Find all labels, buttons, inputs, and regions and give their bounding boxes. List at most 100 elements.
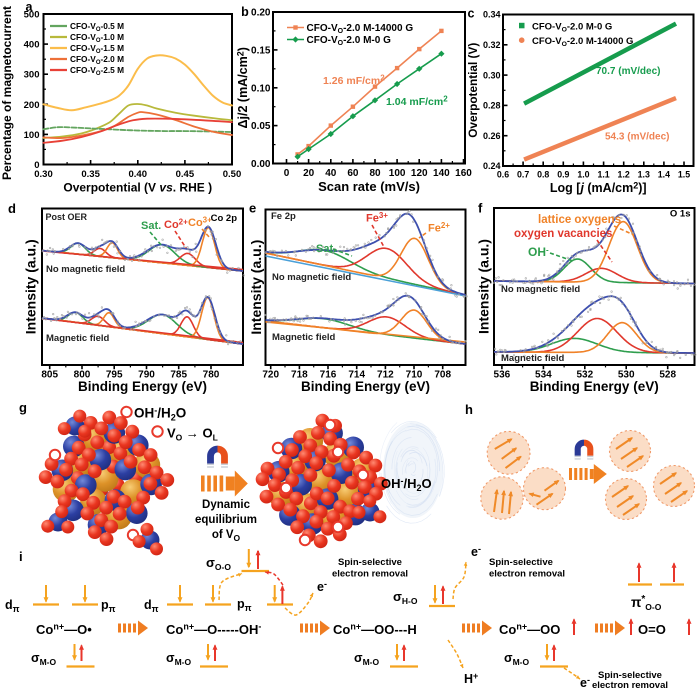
svg-text:OH-/H2O: OH-/H2O <box>381 476 432 493</box>
svg-text:0.28: 0.28 <box>483 101 501 111</box>
svg-text:0.20: 0.20 <box>251 8 271 19</box>
svg-text:1.0: 1.0 <box>577 170 589 180</box>
svg-text:e-: e- <box>580 675 590 688</box>
svg-text:60: 60 <box>347 168 359 179</box>
svg-text:CFO-VO-2.0 M-14000 G: CFO-VO-2.0 M-14000 G <box>532 36 633 48</box>
svg-text:electron removal: electron removal <box>332 569 408 580</box>
svg-text:CFO-VO-0.5 M: CFO-VO-0.5 M <box>70 21 124 33</box>
svg-text:electron removal: electron removal <box>489 569 565 580</box>
svg-text:140: 140 <box>433 168 450 179</box>
svg-text:718: 718 <box>291 370 308 381</box>
svg-text:Overpotential (V): Overpotential (V) <box>466 43 480 138</box>
svg-text:0.9: 0.9 <box>557 170 569 180</box>
svg-text:Intensity (a.u.): Intensity (a.u.) <box>248 240 264 335</box>
svg-text:CFO-VO-2.0 M-0 G: CFO-VO-2.0 M-0 G <box>532 21 612 33</box>
svg-text:Con+—O-----OH-: Con+—O-----OH- <box>166 622 261 638</box>
svg-text:Scan rate (mV/s): Scan rate (mV/s) <box>318 179 420 194</box>
svg-text:CFO-VO-1.5 M: CFO-VO-1.5 M <box>70 43 124 55</box>
svg-text:Con+—O•: Con+—O• <box>36 622 92 638</box>
svg-text:0.45: 0.45 <box>176 169 195 180</box>
svg-text:100: 100 <box>24 130 40 141</box>
svg-text:0.05: 0.05 <box>251 121 271 132</box>
svg-text:100: 100 <box>389 168 406 179</box>
svg-text:1.2: 1.2 <box>618 170 630 180</box>
svg-text:790: 790 <box>138 370 155 381</box>
svg-text:0.32: 0.32 <box>483 40 501 50</box>
svg-text:70.7 (mV/dec): 70.7 (mV/dec) <box>596 66 660 77</box>
svg-text:532: 532 <box>576 370 593 381</box>
svg-text:Con+—OO---H: Con+—OO---H <box>333 622 417 638</box>
svg-text:80: 80 <box>369 168 381 179</box>
svg-text:1.4: 1.4 <box>658 170 670 180</box>
svg-text:0.30: 0.30 <box>34 169 53 180</box>
svg-text:0.6: 0.6 <box>497 170 509 180</box>
svg-text:Sat.: Sat. <box>141 220 161 232</box>
svg-text:Δj/2 (mA/cm2): Δj/2 (mA/cm2) <box>236 47 251 128</box>
svg-text:720: 720 <box>262 370 279 381</box>
svg-text:0.8: 0.8 <box>537 170 549 180</box>
svg-text:CFO-VO-1.0 M: CFO-VO-1.0 M <box>70 32 124 44</box>
svg-text:No magnetic field: No magnetic field <box>272 272 351 283</box>
svg-text:b: b <box>241 5 249 19</box>
svg-text:f: f <box>478 201 483 216</box>
svg-text:785: 785 <box>170 370 187 381</box>
svg-text:716: 716 <box>320 370 337 381</box>
svg-text:528: 528 <box>659 370 676 381</box>
svg-text:0.26: 0.26 <box>483 131 501 141</box>
svg-text:Binding Energy (eV): Binding Energy (eV) <box>301 379 430 394</box>
svg-text:400: 400 <box>24 40 40 51</box>
svg-text:Spin-selective: Spin-selective <box>598 670 662 681</box>
svg-text:Sat.: Sat. <box>316 243 336 255</box>
svg-text:Magnetic field: Magnetic field <box>46 333 110 344</box>
svg-text:500: 500 <box>24 10 40 21</box>
svg-text:electron removal: electron removal <box>592 680 668 688</box>
svg-text:Magnetic field: Magnetic field <box>501 353 565 364</box>
svg-text:0.24: 0.24 <box>483 161 501 171</box>
svg-text:534: 534 <box>535 370 552 381</box>
svg-text:g: g <box>19 400 27 415</box>
svg-text:VO → OL: VO → OL <box>167 426 218 443</box>
svg-text:c: c <box>468 7 475 21</box>
svg-text:708: 708 <box>434 370 451 381</box>
svg-text:a: a <box>26 0 34 14</box>
svg-text:0.30: 0.30 <box>483 70 501 80</box>
svg-text:Magnetic field: Magnetic field <box>272 332 336 343</box>
svg-text:e-: e- <box>317 579 327 594</box>
svg-text:780: 780 <box>203 370 220 381</box>
svg-text:0: 0 <box>284 168 290 179</box>
svg-text:160: 160 <box>455 168 472 179</box>
svg-text:0.40: 0.40 <box>129 169 148 180</box>
svg-text:d: d <box>8 201 16 216</box>
svg-text:e-: e- <box>471 544 481 559</box>
svg-text:800: 800 <box>74 370 91 381</box>
svg-text:Co 2p: Co 2p <box>211 213 238 224</box>
svg-text:OH-/H2O: OH-/H2O <box>134 406 186 423</box>
svg-text:Fe 2p: Fe 2p <box>271 211 296 222</box>
svg-text:CFO-VO-2.5 M: CFO-VO-2.5 M <box>70 65 124 77</box>
svg-text:530: 530 <box>618 370 635 381</box>
svg-text:oxygen vacancies: oxygen vacancies <box>514 228 612 240</box>
svg-text:OH-: OH- <box>528 245 549 259</box>
svg-text:Log [j (mA/cm2)]: Log [j (mA/cm2)] <box>550 181 647 196</box>
svg-text:e: e <box>249 201 256 216</box>
svg-text:Binding Energy (eV): Binding Energy (eV) <box>530 379 659 394</box>
svg-text:CFO-VO-2.0 M-14000 G: CFO-VO-2.0 M-14000 G <box>307 23 414 35</box>
svg-text:0.34: 0.34 <box>483 10 501 20</box>
svg-text:0.10: 0.10 <box>251 83 271 94</box>
svg-text:0.15: 0.15 <box>251 45 271 56</box>
svg-text:795: 795 <box>106 370 123 381</box>
svg-text:O=O: O=O <box>638 622 666 637</box>
svg-text:0.50: 0.50 <box>223 169 242 180</box>
svg-text:0.00: 0.00 <box>251 159 271 170</box>
svg-text:1.1: 1.1 <box>597 170 609 180</box>
svg-text:0.7: 0.7 <box>517 170 529 180</box>
svg-text:Binding Energy (eV): Binding Energy (eV) <box>78 379 207 394</box>
svg-text:1.5: 1.5 <box>678 170 690 180</box>
svg-text:of VO: of VO <box>212 529 241 543</box>
svg-text:i: i <box>19 549 23 564</box>
svg-text:Con+—OO: Con+—OO <box>499 622 560 638</box>
svg-text:No magnetic field: No magnetic field <box>501 284 580 295</box>
svg-text:Overpotential (V vs. RHE ): Overpotential (V vs. RHE ) <box>63 181 212 195</box>
svg-text:0: 0 <box>34 160 39 171</box>
svg-text:Percentage of magnetocurrent: Percentage of magnetocurrent <box>0 6 14 180</box>
